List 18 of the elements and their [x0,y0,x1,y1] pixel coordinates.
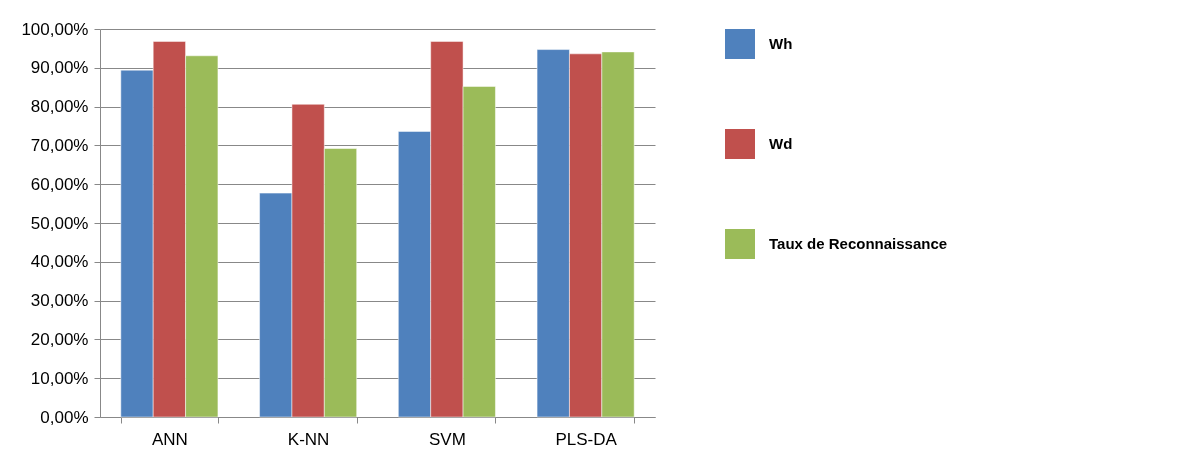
x-tick-label: PLS-DA [555,429,618,449]
legend-label: Wh [769,35,793,52]
y-tick-label: 40,00% [30,252,89,272]
x-tick-label: SVM [428,429,466,449]
legend-label: Taux de Reconnaissance [769,235,948,252]
x-tick-label: K-NN [287,429,330,449]
y-tick-label: 70,00% [30,135,89,155]
y-tick-label: 100,00% [21,19,89,39]
y-tick-label: 0,00% [40,407,89,427]
y-tick-label: 50,00% [30,213,89,233]
y-tick-label: 10,00% [30,368,89,388]
legend-label: Wd [769,135,793,152]
y-tick-label: 20,00% [30,329,89,349]
y-tick-label: 60,00% [30,174,89,194]
y-tick-label: 30,00% [30,291,89,311]
y-tick-label: 80,00% [30,97,89,117]
x-tick-label: ANN [151,429,188,449]
y-tick-label: 90,00% [30,58,89,78]
